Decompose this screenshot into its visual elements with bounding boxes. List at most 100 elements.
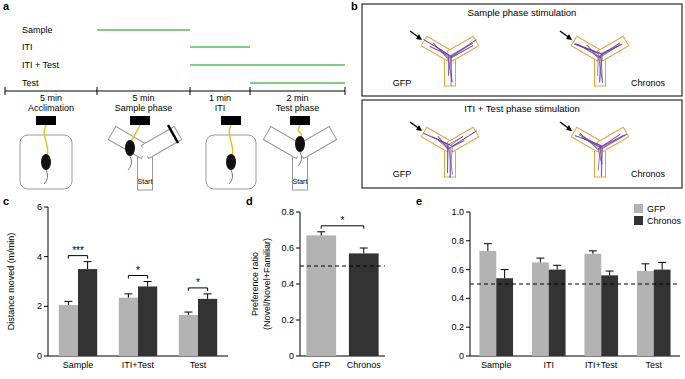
error-cap (184, 312, 192, 313)
laser (130, 116, 150, 125)
x-tick-label: GFP (312, 360, 331, 370)
x-tick-label: Chronos (347, 360, 382, 370)
arrow (410, 31, 421, 39)
reference-line (300, 266, 385, 267)
y-tick (466, 212, 470, 213)
mouse (41, 154, 51, 170)
y-tick-label: 0.2 (281, 315, 294, 325)
mouse (125, 140, 135, 156)
bar (349, 253, 379, 356)
y-tick-label: 0.4 (451, 293, 464, 303)
x-tick-label: ITI+Test (122, 360, 155, 370)
plot-area (470, 244, 680, 356)
panel-letter: e (416, 195, 422, 207)
error-stem (662, 262, 663, 269)
plot-area (300, 232, 385, 356)
error-bar (84, 262, 92, 269)
y-tick (466, 356, 470, 357)
significance-bracket (68, 256, 87, 259)
bar (119, 298, 138, 356)
error-stem (321, 232, 322, 236)
stimulation-bar (190, 46, 250, 48)
error-cap (84, 261, 92, 262)
track (424, 131, 477, 178)
reference-line (470, 284, 680, 285)
error-bar (606, 271, 614, 275)
fiber (229, 125, 232, 157)
stimulation-bar (250, 82, 345, 84)
y-tick (296, 284, 300, 285)
y-tick (466, 269, 470, 270)
stimulation-box (362, 4, 682, 96)
mouse-tail (44, 170, 48, 184)
phase: Acclimation (28, 103, 74, 113)
condition-label: GFP (393, 169, 412, 179)
timeline-tick (345, 87, 346, 95)
bar (138, 286, 157, 356)
y-tick-label: 4 (37, 252, 42, 262)
error-bar (64, 301, 72, 305)
mouse-tail (128, 156, 132, 170)
panel-letter: d (246, 195, 253, 207)
row-label: Sample (22, 25, 53, 35)
bar (198, 299, 217, 356)
error-cap (606, 271, 614, 272)
arrow (410, 122, 421, 130)
y-tick-label: 0.2 (451, 322, 464, 332)
error-bar (360, 248, 368, 253)
error-bar (658, 262, 666, 269)
significance: *** (72, 245, 84, 256)
error-stem (645, 264, 646, 271)
arrow (560, 122, 571, 130)
error-cap (641, 263, 649, 264)
phase: ITI (215, 103, 226, 113)
error-cap (658, 262, 666, 263)
arrow-head (566, 34, 572, 40)
error-bar (553, 265, 561, 269)
x-tick-label: Test (190, 360, 207, 370)
y-tick (466, 240, 470, 241)
y-tick-label: 2 (37, 301, 42, 311)
error-bar (144, 282, 152, 287)
y-tick-label: 0.6 (281, 243, 294, 253)
y-tick-label: 1.0 (451, 207, 464, 217)
duration: 5 min (132, 93, 154, 103)
figure: aSampleITIITI + TestTest5 minAcclimation… (0, 0, 685, 379)
box-title: ITI + Test phase stimulation (464, 103, 580, 114)
y-tick (44, 207, 48, 208)
y-maze (108, 127, 181, 190)
y-tick-label: 0.8 (451, 236, 464, 246)
row-label: ITI (22, 42, 33, 52)
plot-area (59, 262, 217, 356)
y-tick (44, 356, 48, 357)
significance: * (136, 265, 140, 276)
error-stem (147, 282, 148, 287)
stimulation-bar (190, 64, 345, 66)
error-bar (184, 312, 192, 315)
condition-label: Chronos (631, 78, 666, 88)
error-stem (540, 258, 541, 262)
phase: Sample phase (115, 103, 173, 113)
box-title: Sample phase stimulation (468, 7, 577, 18)
significance-bracket (128, 276, 147, 279)
timeline-tick (5, 87, 6, 95)
error-bar (589, 251, 597, 254)
error-cap (553, 265, 561, 266)
error-stem (128, 294, 129, 298)
bar (479, 251, 496, 356)
legend-label: Chronos (647, 216, 682, 226)
timeline (5, 91, 345, 92)
error-stem (87, 262, 88, 269)
y-tick (466, 327, 470, 328)
arrow (560, 31, 571, 39)
y-tick-label: 0 (289, 351, 294, 361)
bar (59, 305, 78, 356)
x-tick-label: ITI (544, 360, 555, 370)
significance: * (196, 277, 200, 288)
laser (221, 116, 241, 125)
legend-swatch (634, 204, 643, 213)
bar (532, 262, 549, 356)
error-stem (363, 248, 364, 253)
y-maze (421, 127, 478, 177)
error-cap (204, 293, 212, 294)
